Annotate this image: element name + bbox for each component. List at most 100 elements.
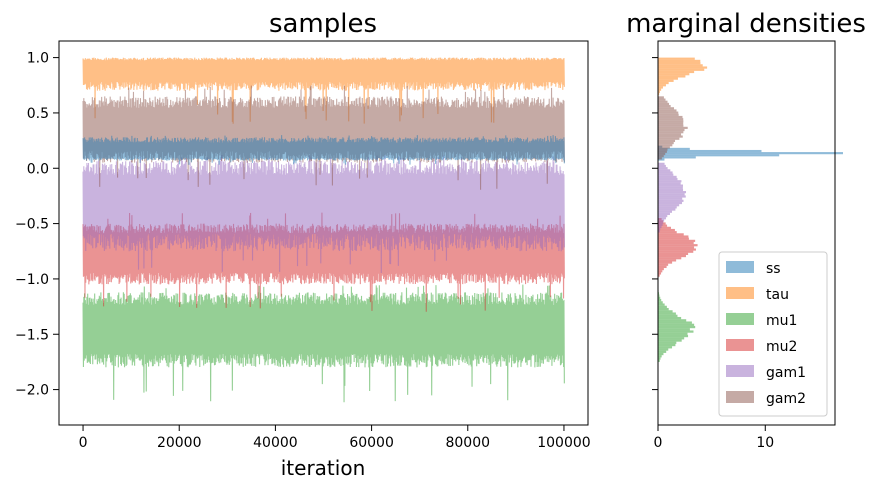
density-bar (658, 237, 689, 240)
density-bar (658, 225, 662, 229)
density-bar (658, 250, 694, 253)
density-bar (658, 59, 701, 63)
density-bar (658, 323, 695, 326)
density-bar (658, 75, 686, 78)
density-bar (658, 109, 677, 112)
density-bar (658, 195, 686, 198)
densities-y-axis (652, 57, 658, 391)
density-bar (658, 191, 687, 194)
density-bar (658, 270, 663, 273)
density-bar (658, 96, 664, 99)
density-bar (658, 131, 684, 134)
samples-ytick-label: −2.0 (15, 383, 49, 399)
density-bar (658, 352, 664, 356)
density-bar (658, 155, 664, 158)
density-bar (658, 156, 696, 159)
density-bar (658, 228, 661, 231)
density-bar (658, 268, 664, 271)
density-bar (658, 77, 678, 80)
density-bar (658, 66, 708, 69)
density-bar (658, 128, 685, 132)
legend-label-ss: ss (766, 261, 781, 277)
density-bar (658, 316, 682, 320)
density-bar (658, 231, 677, 234)
samples-xlabel: iteration (281, 456, 366, 480)
density-bar (658, 79, 674, 82)
density-bar (658, 246, 695, 249)
density-bar (658, 124, 684, 127)
density-bar (658, 144, 673, 147)
density-bar (658, 339, 682, 342)
density-bar (658, 321, 692, 324)
density-bar (658, 230, 660, 233)
density-hist-mu2 (658, 218, 698, 277)
density-bar (658, 343, 676, 347)
samples-xtick-label: 100000 (537, 435, 590, 451)
samples-ytick-label: −0.5 (15, 217, 49, 233)
density-bar (658, 210, 672, 213)
density-bar (658, 175, 677, 178)
density-bar (658, 157, 662, 160)
legend: ss tau mu1 mu2 gam1 gam2 (718, 251, 828, 417)
density-bar (658, 115, 683, 119)
density-bar (658, 217, 666, 220)
density-bar (658, 292, 660, 295)
density-bar (658, 147, 690, 150)
legend-label-gam2: gam2 (766, 391, 806, 407)
samples-xtick-label: 40000 (253, 435, 298, 451)
samples-ytick-label: −1.0 (15, 272, 49, 288)
density-bar (658, 64, 703, 67)
density-bar (658, 265, 667, 269)
density-bar (658, 113, 679, 116)
trace-series-tau (82, 57, 565, 124)
density-bar (658, 154, 780, 157)
density-bar (658, 186, 683, 189)
density-bar (658, 357, 661, 360)
density-bar (658, 235, 689, 238)
density-bar (658, 102, 670, 106)
legend-swatch-gam2 (726, 391, 754, 403)
density-bar (658, 188, 684, 192)
samples-ytick-label: 0.5 (27, 106, 49, 122)
density-bar (658, 212, 670, 216)
density-bar (658, 199, 684, 202)
density-bar (658, 135, 683, 138)
samples-xtick-label: 80000 (445, 435, 490, 451)
density-bar (658, 215, 668, 218)
density-bar (658, 263, 669, 266)
density-bar (658, 328, 690, 331)
density-bar (658, 274, 660, 277)
samples-y-axis: 1.0 0.5 0.0 −0.5 −1.0 −1.5 −2.0 (15, 51, 59, 399)
density-bar (658, 149, 762, 153)
density-bar (658, 244, 698, 247)
density-bar (658, 146, 670, 149)
samples-ytick-label: 1.0 (27, 51, 49, 67)
density-bar (658, 254, 686, 258)
trace-series-gam1 (82, 155, 565, 274)
legend-label-mu2: mu2 (766, 339, 797, 355)
density-bar (658, 206, 677, 209)
samples-title: samples (269, 9, 377, 39)
density-bar (658, 208, 676, 211)
legend-swatch-gam1 (726, 365, 754, 377)
density-bar (658, 298, 662, 302)
density-bar (658, 105, 671, 108)
density-bar (658, 204, 680, 207)
density-bar (658, 228, 675, 232)
density-bar (658, 301, 663, 304)
density-bar (658, 337, 685, 340)
density-bar (658, 239, 696, 242)
density-hist-tau (658, 57, 708, 98)
legend-swatch-tau (726, 287, 754, 299)
density-bar (658, 226, 671, 229)
density-bar (658, 68, 705, 71)
densities-title: marginal densities (626, 9, 866, 39)
legend-label-mu1: mu1 (766, 313, 797, 329)
legend-swatch-mu1 (726, 313, 754, 325)
density-bar (658, 219, 665, 222)
density-bar (658, 148, 668, 151)
samples-axes-frame (58, 40, 589, 426)
density-bar (658, 221, 664, 224)
density-bar (658, 139, 676, 143)
